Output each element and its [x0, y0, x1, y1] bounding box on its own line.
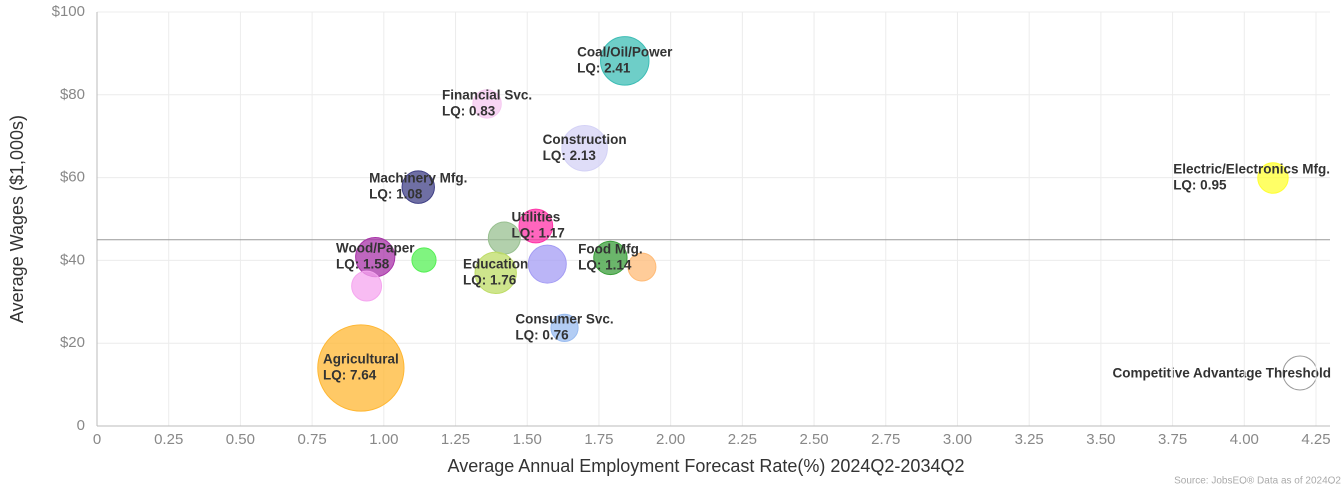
bubble-label: Coal/Oil/Power: [577, 44, 673, 59]
bubble-label: Machinery Mfg.: [369, 171, 467, 186]
bubble-size-label: LQ: 1.14: [578, 257, 632, 272]
bubble: [401, 170, 435, 204]
bubble-label: Education: [463, 256, 528, 271]
bubble: [550, 313, 579, 342]
bubble-label: Electric/Electronics Mfg.: [1173, 162, 1330, 177]
bubble: [317, 324, 405, 412]
bubble: [351, 270, 383, 302]
x-tick-label: 3.25: [1015, 431, 1044, 448]
x-tick-label: 1.00: [369, 431, 398, 448]
bubble: [527, 244, 567, 284]
threshold-legend-label: Competitive Advantage Threshold: [1112, 366, 1331, 381]
bubble: [411, 247, 437, 273]
bubble-label: Financial Svc.: [442, 87, 532, 102]
x-tick-label: 1.50: [513, 431, 542, 448]
x-tick-label: 1.75: [584, 431, 613, 448]
y-tick-label: 0: [77, 417, 85, 434]
x-tick-label: 0: [93, 431, 101, 448]
x-tick-label: 3.75: [1158, 431, 1187, 448]
x-tick-label: 1.25: [441, 431, 470, 448]
bubble-size-label: LQ: 1.17: [511, 226, 564, 241]
x-tick-label: 4.00: [1230, 431, 1259, 448]
bubble: [1257, 162, 1289, 194]
y-tick-label: $40: [60, 251, 85, 268]
y-tick-label: $60: [60, 169, 85, 186]
y-tick-label: $100: [52, 3, 85, 20]
bubble-label: Agricultural: [323, 352, 399, 367]
bubble-size-label: LQ: 2.41: [577, 60, 631, 75]
bubble: [627, 252, 657, 282]
x-tick-label: 4.25: [1301, 431, 1330, 448]
threshold-legend-icon: [1282, 355, 1318, 391]
bubble: [561, 124, 608, 172]
bubble-size-label: LQ: 1.76: [463, 272, 517, 287]
bubble: [472, 89, 502, 119]
x-tick-label: 2.75: [871, 431, 900, 448]
x-tick-label: 0.75: [298, 431, 327, 448]
bubble-label: Wood/Paper: [336, 241, 415, 256]
bubble-label: Utilities: [511, 210, 560, 225]
x-tick-label: 3.50: [1086, 431, 1115, 448]
bubble-size-label: LQ: 7.64: [323, 368, 377, 383]
bubble: [474, 251, 517, 295]
bubble-label: Food Mfg.: [578, 241, 642, 256]
bubble: [518, 208, 554, 244]
bubble-size-label: LQ: 2.13: [543, 148, 597, 163]
bubble-label: Consumer Svc.: [515, 311, 613, 326]
bubble-size-label: LQ: 0.76: [515, 327, 569, 342]
bubble: [593, 240, 628, 276]
x-tick-label: 0.25: [154, 431, 183, 448]
y-axis-title: Average Wages ($1,000s): [7, 115, 27, 323]
x-tick-label: 3.00: [943, 431, 972, 448]
bubble-size-label: LQ: 0.83: [442, 103, 496, 118]
bubble-size-label: LQ: 1.58: [336, 257, 390, 272]
x-tick-label: 0.50: [226, 431, 255, 448]
x-tick-label: 2.25: [728, 431, 757, 448]
y-tick-label: $80: [60, 86, 85, 103]
y-tick-label: $20: [60, 334, 85, 351]
bubble: [600, 36, 650, 86]
x-tick-label: 2.00: [656, 431, 685, 448]
x-tick-label: 2.50: [799, 431, 828, 448]
bubble-label: Construction: [543, 132, 627, 147]
bubble-size-label: LQ: 0.95: [1173, 178, 1227, 193]
source-note: Source: JobsEQ® Data as of 2024Q2: [1174, 476, 1341, 484]
x-axis-title: Average Annual Employment Forecast Rate(…: [448, 456, 965, 476]
bubble-size-label: LQ: 1.08: [369, 187, 423, 202]
